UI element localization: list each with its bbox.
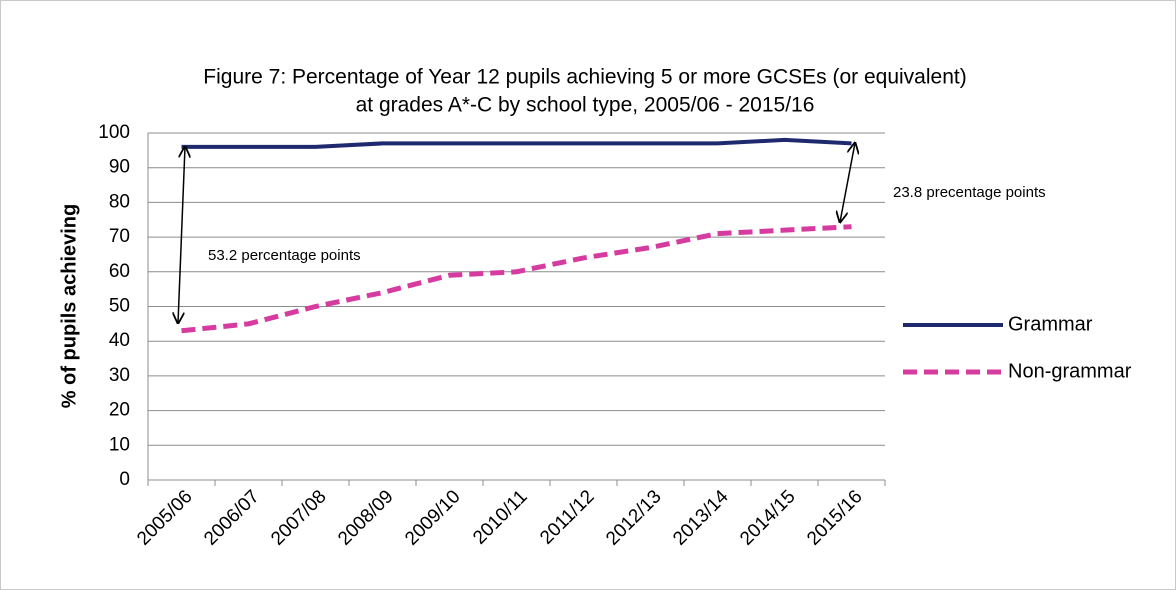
y-axis-label: % of pupils achieving [58,204,80,408]
gap-arrow [840,143,855,222]
series-line [181,137,852,149]
legend-label: Non-grammar [1008,360,1132,382]
y-tick-label: 20 [109,400,130,421]
y-tick-label: 50 [109,296,130,317]
annotation: 23.8 precentage points [893,184,1046,201]
y-tick-label: 40 [109,330,130,351]
y-tick-label: 30 [109,365,130,386]
annotation: 53.2 percentage points [208,247,361,264]
y-tick-label: 100 [98,122,130,143]
y-tick-label: 0 [119,469,130,490]
y-tick-label: 80 [109,191,130,212]
legend-label: Grammar [1008,313,1093,335]
series-line [181,224,852,334]
y-tick-label: 60 [109,261,130,282]
gap-arrow [178,147,185,323]
chart-subtitle: at grades A*-C by school type, 2005/06 -… [356,94,815,117]
y-tick-label: 70 [109,226,130,247]
chart-title: Figure 7: Percentage of Year 12 pupils a… [203,66,966,89]
y-tick-label: 90 [109,157,130,178]
y-tick-label: 10 [109,434,130,455]
